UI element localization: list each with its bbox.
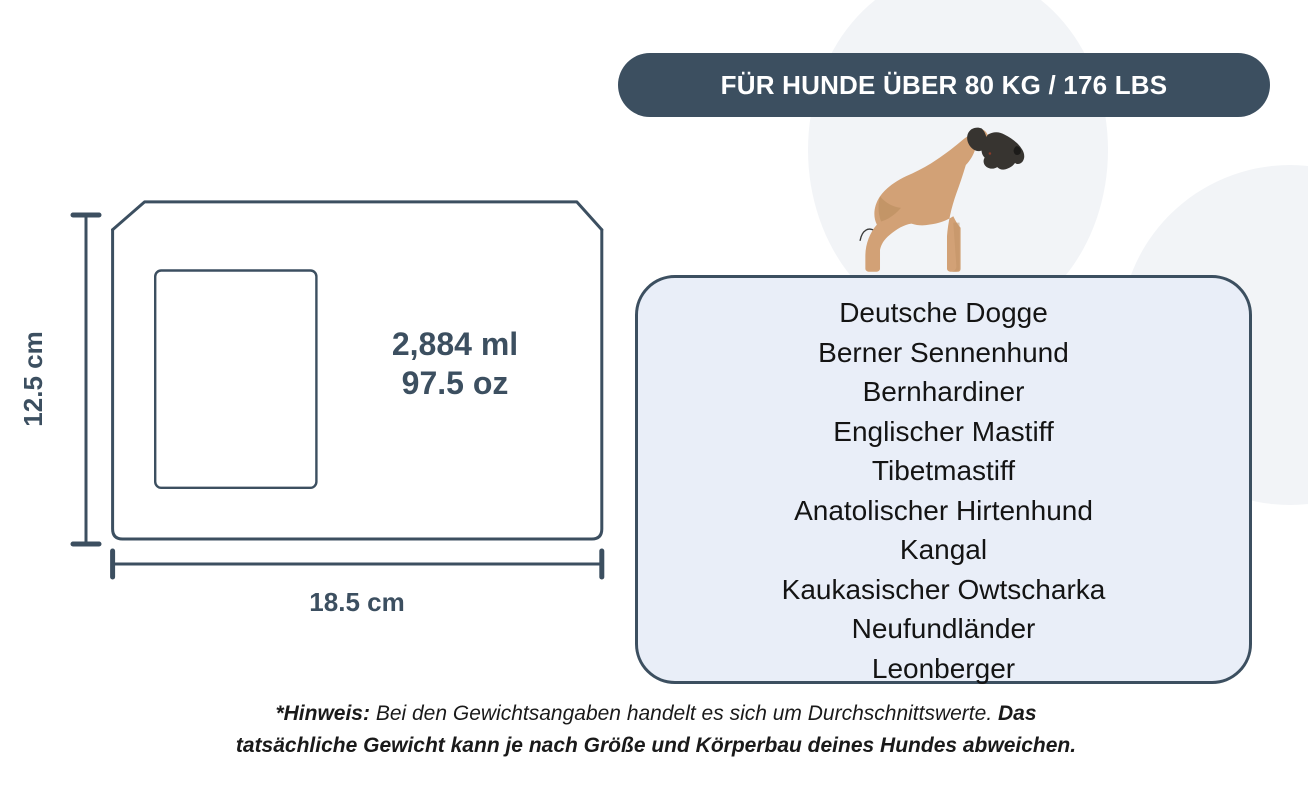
svg-text:97.5 oz: 97.5 oz [402,365,509,401]
svg-text:2,884 ml: 2,884 ml [392,326,518,362]
svg-text:18.5 cm: 18.5 cm [309,587,404,617]
svg-text:12.5 cm: 12.5 cm [18,331,48,426]
